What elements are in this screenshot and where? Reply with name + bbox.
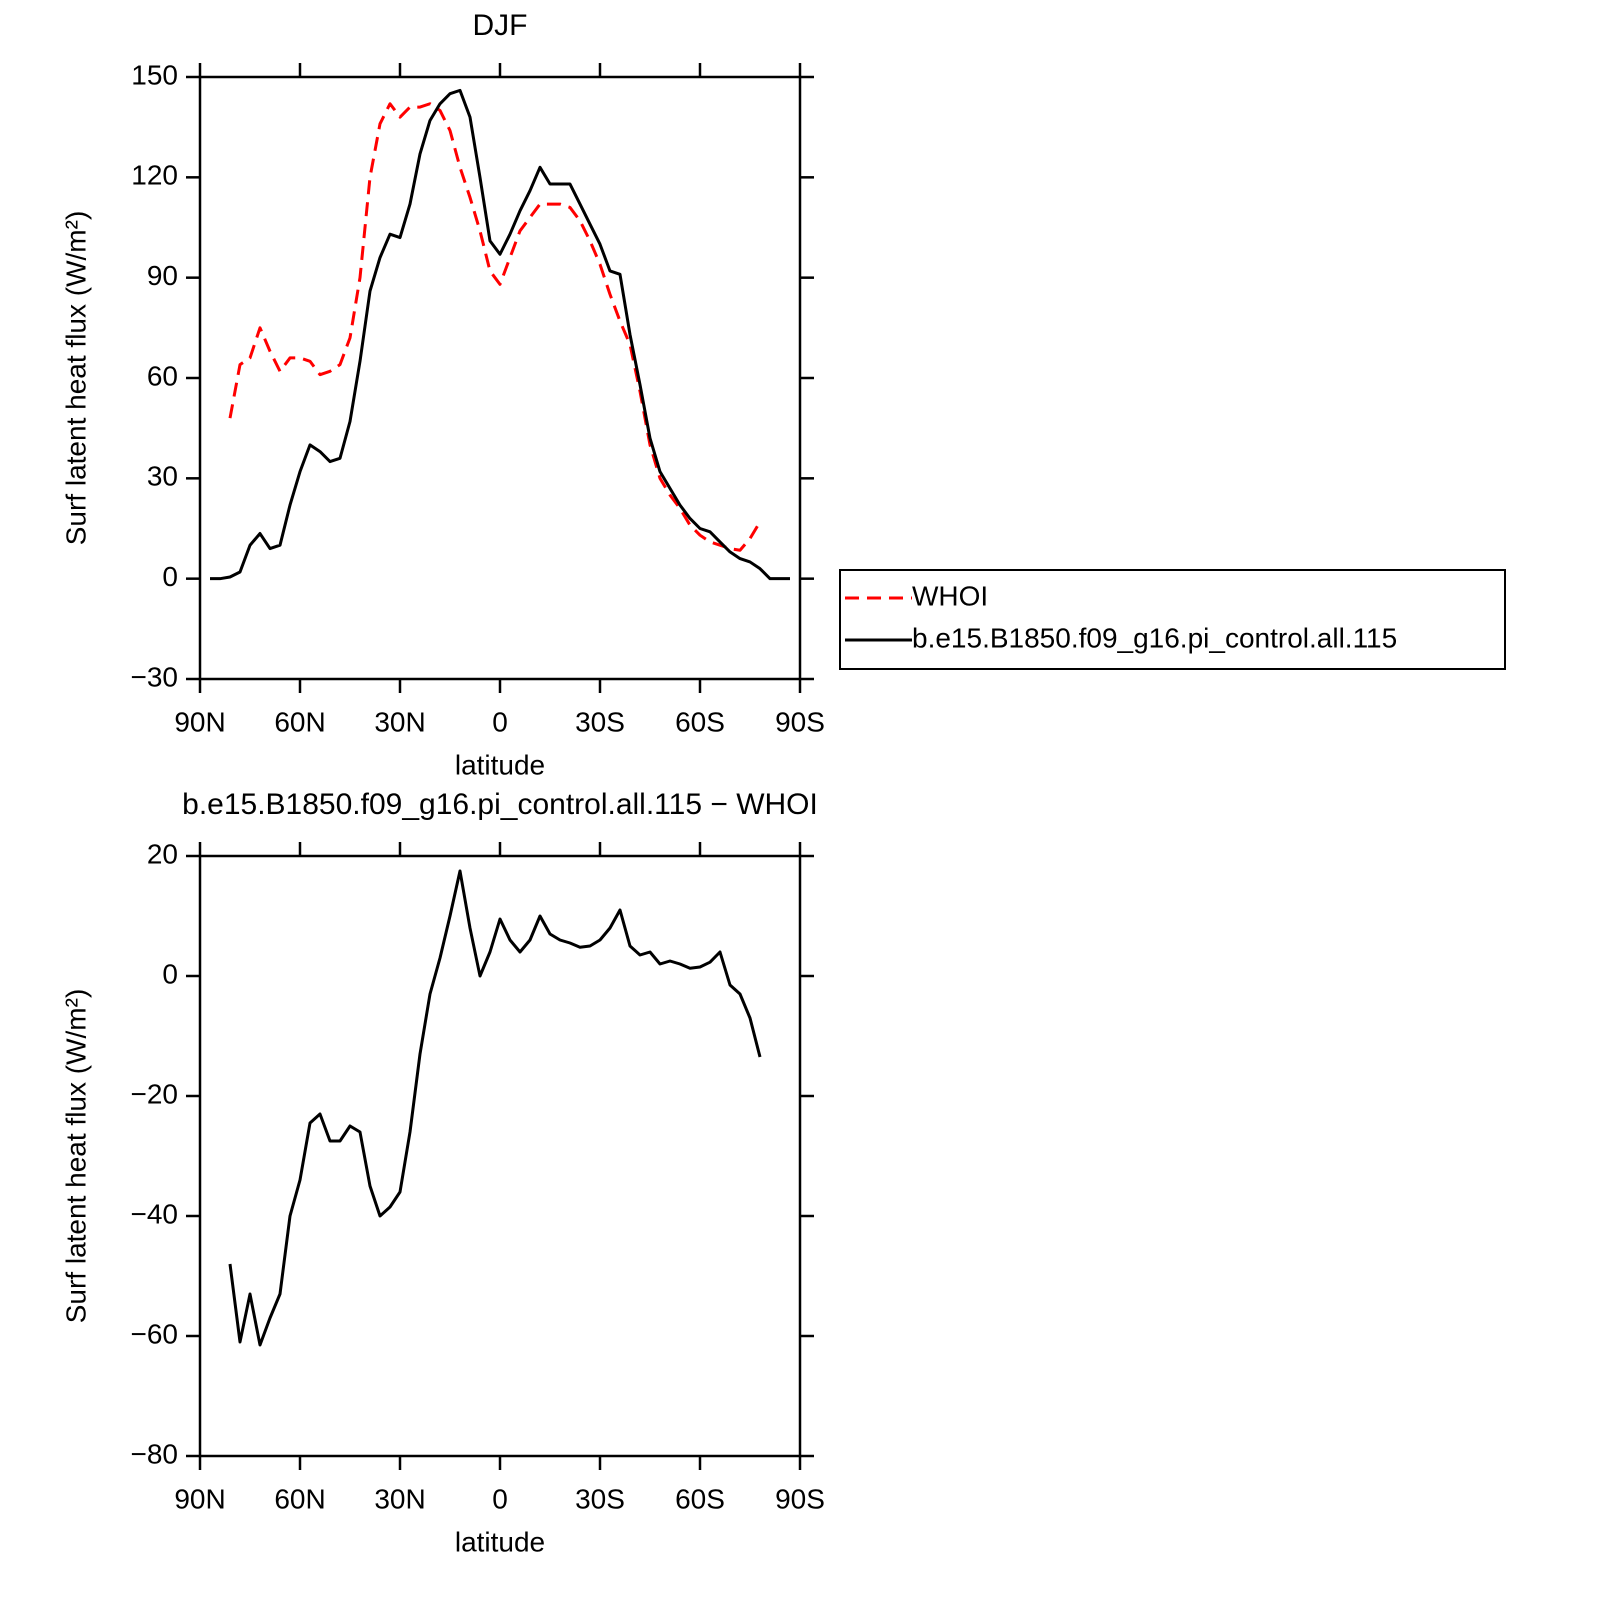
y-axis-label: Surf latent heat flux (W/m²) [60, 989, 91, 1324]
y-tick-label: 20 [147, 838, 178, 869]
y-tick-label: −40 [131, 1198, 179, 1229]
x-tick-label: 90S [775, 706, 825, 737]
y-tick-label: −30 [131, 661, 179, 692]
legend-label: WHOI [912, 580, 988, 611]
legend-label: b.e15.B1850.f09_g16.pi_control.all.115 [912, 622, 1397, 653]
x-tick-label: 60N [274, 1483, 325, 1514]
data-line [228, 102, 762, 552]
y-tick-label: −60 [131, 1318, 179, 1349]
chart-title: DJF [473, 9, 528, 42]
x-tick-label: 90S [775, 1483, 825, 1514]
y-tick-label: 30 [147, 461, 178, 492]
x-axis-label: latitude [455, 749, 545, 780]
x-tick-label: 30N [374, 706, 425, 737]
x-tick-label: 0 [492, 706, 508, 737]
x-tick-label: 90N [174, 1483, 225, 1514]
x-axis-label: latitude [455, 1526, 545, 1557]
y-tick-label: 60 [147, 360, 178, 391]
x-tick-label: 30S [575, 706, 625, 737]
y-tick-label: 90 [147, 260, 178, 291]
x-tick-label: 90N [174, 706, 225, 737]
x-tick-label: 30S [575, 1483, 625, 1514]
x-tick-label: 0 [492, 1483, 508, 1514]
y-tick-label: 150 [131, 59, 178, 90]
y-tick-label: 0 [162, 958, 178, 989]
legend-box [839, 569, 1506, 670]
y-axis-label: Surf latent heat flux (W/m²) [60, 211, 91, 546]
y-tick-label: −80 [131, 1438, 179, 1469]
x-tick-label: 60N [274, 706, 325, 737]
data-line [210, 88, 790, 581]
y-tick-label: −20 [131, 1078, 179, 1109]
x-tick-label: 30N [374, 1483, 425, 1514]
y-tick-label: 120 [131, 160, 178, 191]
chart-title: b.e15.B1850.f09_g16.pi_control.all.115 −… [182, 788, 818, 821]
x-tick-label: 60S [675, 1483, 725, 1514]
x-tick-label: 60S [675, 706, 725, 737]
data-line [228, 869, 762, 1347]
y-tick-label: 0 [162, 561, 178, 592]
plot-frame [198, 854, 802, 1458]
plot-frame [198, 75, 802, 681]
